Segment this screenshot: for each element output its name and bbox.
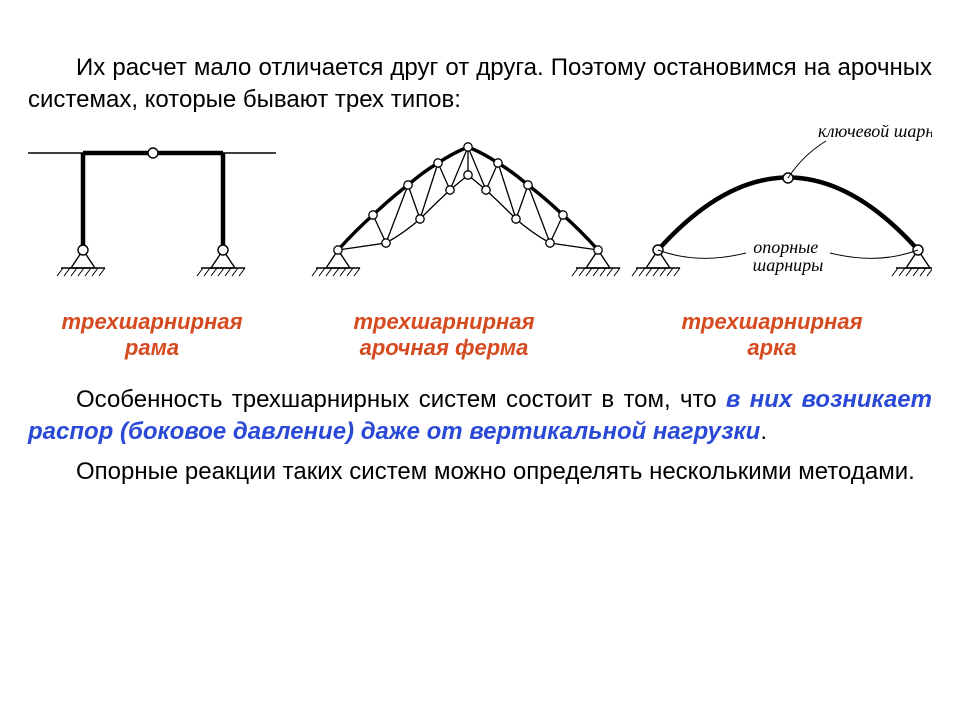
- arch-support-hinge-label-2: шарниры: [753, 255, 824, 275]
- arch-key-hinge-label: ключевой шарнир: [818, 125, 932, 141]
- arch-diagram: ключевой шарнир опорные шарниры: [632, 125, 932, 276]
- captions-row: трехшарнирная рама трехшарнирная арочная…: [28, 309, 932, 362]
- arch-support-hinge-label-1: опорные: [753, 237, 818, 257]
- caption-frame: трехшарнирная рама: [28, 309, 276, 362]
- svg-text:опорные шарниры: опорные шарниры: [753, 237, 824, 275]
- truss-diagram: [312, 143, 620, 276]
- para2-lead: Особенность трехшарнирных систем состоит…: [76, 386, 726, 413]
- paragraph-feature: Особенность трехшарнирных систем состоит…: [28, 384, 932, 449]
- caption-arch: трехшарнирная арка: [612, 309, 932, 362]
- paragraph-intro: Их расчет мало отличается друг от друга.…: [28, 52, 932, 117]
- paragraph-reactions: Опорные реакции таких систем можно опред…: [28, 456, 932, 488]
- para2-tail: .: [760, 418, 767, 445]
- caption-truss: трехшарнирная арочная ферма: [276, 309, 612, 362]
- frame-diagram: [28, 148, 276, 276]
- diagrams-row: ключевой шарнир опорные шарниры: [28, 125, 932, 305]
